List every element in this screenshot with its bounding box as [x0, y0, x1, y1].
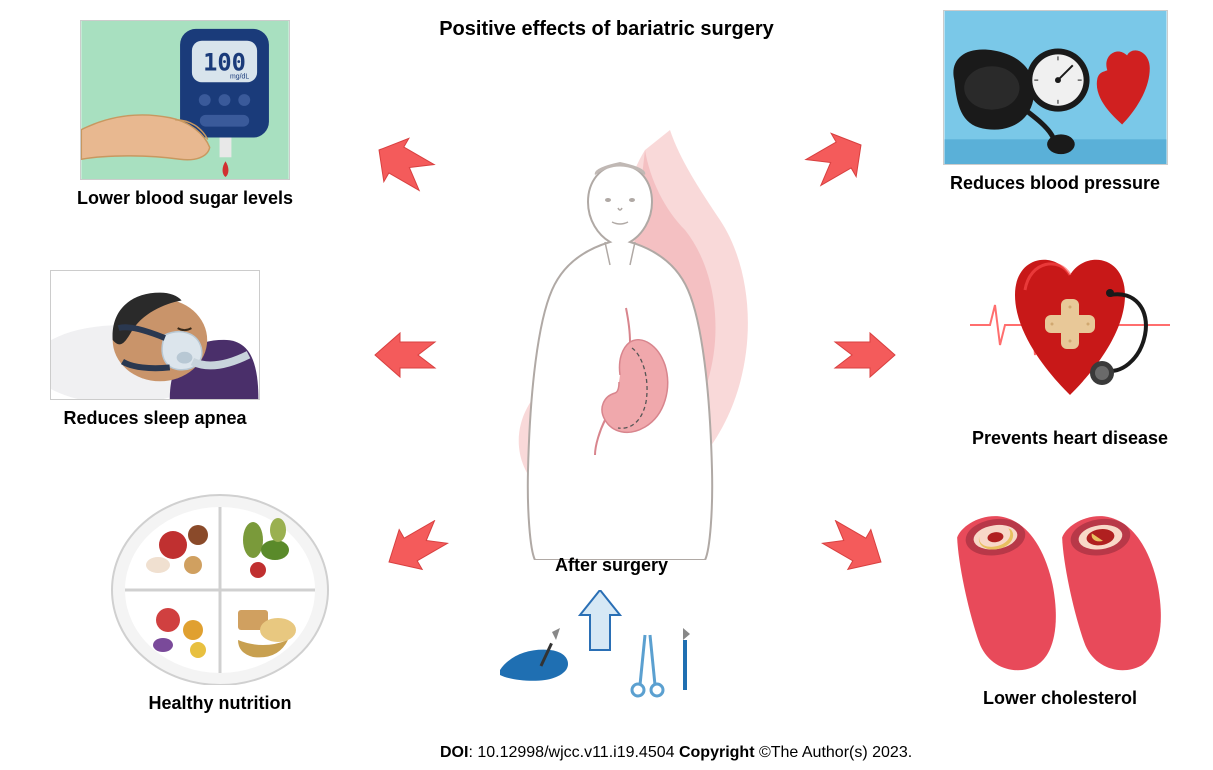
- effect-label: Prevents heart disease: [972, 428, 1168, 449]
- arrow-bot-right: [820, 520, 890, 575]
- footer-citation: DOI: 10.12998/wjcc.v11.i19.4504 Copyrigh…: [440, 744, 912, 762]
- effect-label: Reduces blood pressure: [950, 173, 1160, 194]
- effect-label: Reduces sleep apnea: [63, 408, 246, 429]
- effect-blood-sugar: 100 mg/dL Lower blood sugar levels: [60, 20, 310, 209]
- effect-label: Healthy nutrition: [149, 693, 292, 714]
- arrow-mid-left: [370, 330, 440, 380]
- effect-heart-disease: Prevents heart disease: [945, 235, 1195, 449]
- center-figure: [470, 130, 770, 560]
- effect-nutrition: Healthy nutrition: [95, 475, 345, 714]
- arrow-top-right: [800, 130, 870, 190]
- arrow-mid-right: [830, 330, 900, 380]
- effect-label: Lower blood sugar levels: [77, 188, 293, 209]
- sleep-apnea-illustration: [50, 270, 260, 400]
- doi-label: DOI: [440, 744, 468, 761]
- blood-pressure-illustration: [943, 10, 1168, 165]
- copyright-value: ©The Author(s) 2023.: [755, 744, 913, 761]
- cholesterol-illustration: [950, 490, 1170, 680]
- copyright-label: Copyright: [679, 744, 755, 761]
- arrow-top-left: [370, 135, 440, 195]
- svg-text:mg/dL: mg/dL: [230, 73, 249, 80]
- human-stomach-illustration: [470, 130, 770, 560]
- surgery-tools: [490, 590, 730, 700]
- heart-disease-illustration: [970, 235, 1170, 420]
- arrow-bot-left: [380, 520, 450, 575]
- effect-label: Lower cholesterol: [983, 688, 1137, 709]
- effect-sleep-apnea: Reduces sleep apnea: [30, 270, 280, 429]
- effect-cholesterol: Lower cholesterol: [935, 490, 1185, 709]
- effect-blood-pressure: Reduces blood pressure: [930, 10, 1180, 194]
- svg-text:100: 100: [203, 48, 246, 76]
- infographic-title: Positive effects of bariatric surgery: [439, 18, 774, 41]
- doi-value: : 10.12998/wjcc.v11.i19.4504: [468, 744, 679, 761]
- blood-sugar-illustration: 100 mg/dL: [80, 20, 290, 180]
- nutrition-illustration: [103, 475, 338, 685]
- after-surgery-label: After surgery: [555, 555, 668, 576]
